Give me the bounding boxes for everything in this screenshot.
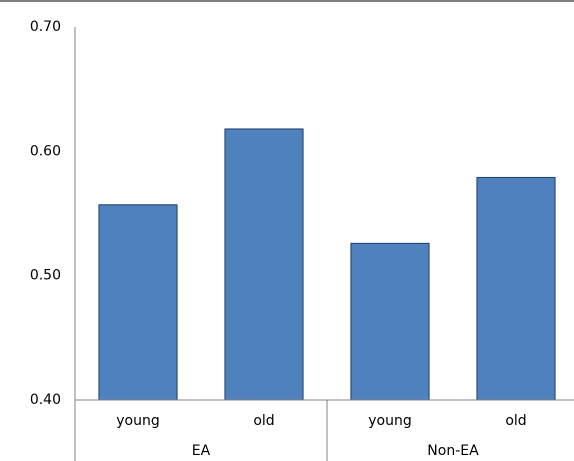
bar <box>350 242 430 401</box>
x-tick-label: young <box>116 413 159 429</box>
y-tick-label: 0.40 <box>30 392 61 408</box>
bar <box>476 176 556 401</box>
bar <box>98 204 178 401</box>
y-tick-label: 0.70 <box>30 19 61 35</box>
x-tick-label: old <box>253 413 274 429</box>
x-tick-label: old <box>505 413 526 429</box>
group-label: EA <box>192 443 211 459</box>
x-tick-label: young <box>368 413 411 429</box>
bar <box>224 128 304 401</box>
y-tick-label: 0.50 <box>30 268 61 284</box>
y-tick-label: 0.60 <box>30 143 61 159</box>
group-label: Non-EA <box>427 443 479 459</box>
